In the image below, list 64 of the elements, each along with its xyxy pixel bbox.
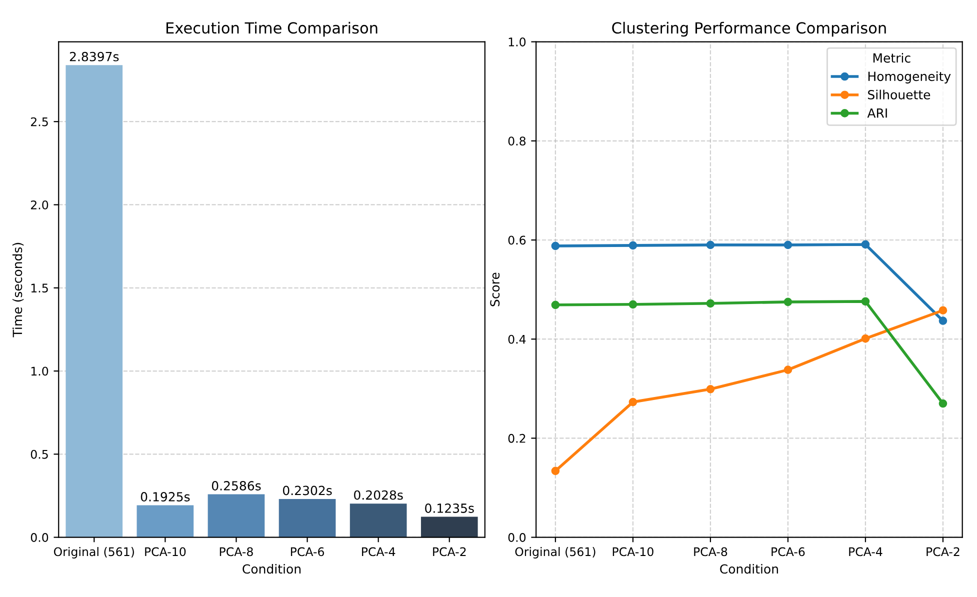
legend-label: Homogeneity bbox=[868, 71, 951, 84]
data-label: 2.8397s bbox=[70, 52, 119, 62]
y-tick-label: 0.5 bbox=[30, 450, 48, 459]
x-tick-label: PCA-10 bbox=[612, 547, 654, 556]
y-tick-label: 0.2 bbox=[508, 434, 526, 443]
bar bbox=[350, 504, 407, 538]
point bbox=[628, 300, 638, 309]
x-tick-label: PCA-2 bbox=[433, 547, 466, 556]
x-tick-label: PCA-2 bbox=[926, 547, 960, 556]
point bbox=[706, 240, 715, 250]
point bbox=[861, 297, 870, 306]
x-tick-label: PCA-10 bbox=[145, 547, 186, 556]
data-label: 0.2028s bbox=[354, 490, 403, 500]
point bbox=[938, 306, 948, 315]
y-axis-title: Time (seconds) bbox=[12, 242, 24, 338]
y-tick-label: 0.8 bbox=[508, 136, 526, 146]
point bbox=[784, 240, 792, 250]
point bbox=[706, 384, 715, 394]
y-tick-label: 0.0 bbox=[30, 533, 48, 542]
y-axis-title: Score bbox=[490, 272, 500, 306]
x-axis-title: Condition bbox=[720, 564, 778, 574]
y-tick-label: 0.6 bbox=[508, 236, 526, 245]
y-tick-label: 1.5 bbox=[31, 284, 48, 293]
chart-title: Clustering Performance Comparison bbox=[612, 22, 886, 37]
y-tick-label: 1.0 bbox=[31, 366, 48, 376]
bar bbox=[278, 499, 336, 538]
x-tick-label: PCA-4 bbox=[849, 547, 882, 556]
point bbox=[551, 466, 560, 476]
x-tick-label: PCA-4 bbox=[362, 547, 396, 556]
bar bbox=[208, 494, 265, 538]
point bbox=[706, 299, 715, 308]
x-tick-label: PCA-6 bbox=[772, 547, 805, 556]
chart-title: Execution Time Comparison bbox=[166, 22, 378, 37]
point bbox=[861, 240, 870, 249]
y-tick-label: 2.0 bbox=[30, 200, 48, 210]
point bbox=[784, 298, 792, 306]
bar bbox=[66, 65, 123, 538]
point bbox=[628, 241, 638, 250]
y-tick-label: 2.5 bbox=[30, 117, 48, 126]
point bbox=[551, 300, 560, 310]
data-label: 0.2586s bbox=[212, 481, 261, 490]
point bbox=[784, 366, 792, 374]
x-axis-title: Condition bbox=[242, 564, 301, 574]
y-tick-label: 0.4 bbox=[508, 334, 526, 344]
y-tick-label: 0.0 bbox=[508, 533, 526, 542]
data-label: 0.1235s bbox=[425, 504, 474, 513]
x-tick-label: Original (561) bbox=[515, 547, 596, 558]
x-tick-label: PCA-8 bbox=[220, 547, 253, 556]
data-label: 0.1925s bbox=[140, 492, 190, 502]
point bbox=[551, 242, 560, 250]
point bbox=[861, 334, 870, 343]
data-label: 0.2302s bbox=[282, 486, 332, 496]
point bbox=[938, 399, 948, 408]
x-tick-label: PCA-8 bbox=[694, 547, 728, 556]
x-tick-label: Original (561) bbox=[54, 547, 134, 558]
bar bbox=[136, 505, 194, 538]
legend-label: Silhouette bbox=[868, 90, 930, 100]
y-tick-label: 1.0 bbox=[508, 38, 526, 46]
legend-label: ARI bbox=[867, 108, 887, 118]
x-tick-label: PCA-6 bbox=[290, 547, 324, 556]
bar bbox=[420, 516, 478, 538]
point bbox=[938, 316, 948, 325]
point bbox=[628, 398, 638, 406]
legend-title: Metric bbox=[873, 53, 910, 63]
